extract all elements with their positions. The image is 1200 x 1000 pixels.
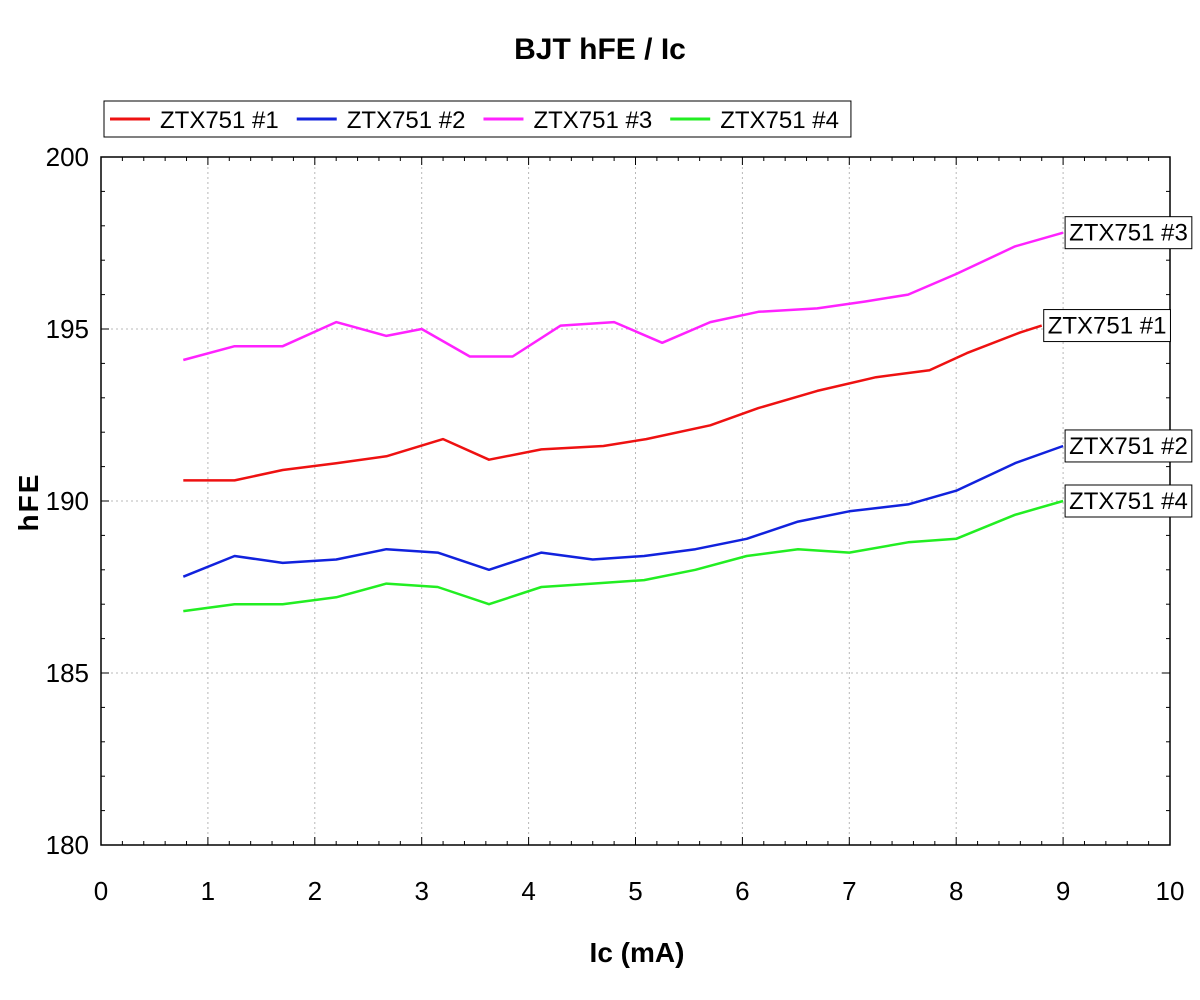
series-end-label-text: ZTX751 #3 — [1069, 220, 1188, 247]
series-line-3 — [182, 231, 1064, 362]
axes — [100, 156, 1171, 846]
series-line-4 — [183, 499, 1064, 613]
series-end-labels: ZTX751 #1 ZTX751 #2 ZTX751 #3 ZTX751 #4 — [1043, 216, 1193, 518]
chart-title: BJT hFE / Ic — [514, 33, 686, 66]
x-axis-label: Ic (mA) — [590, 937, 685, 968]
grid — [101, 157, 1170, 845]
x-tick-label: 5 — [628, 876, 642, 906]
series-end-label-3: ZTX751 #3 — [1064, 216, 1193, 250]
series-end-label-text: ZTX751 #1 — [1048, 313, 1167, 340]
series-end-label-box — [1064, 429, 1193, 463]
y-tick-label: 200 — [46, 142, 89, 172]
series-lines — [182, 231, 1064, 613]
series-end-label-box — [1043, 309, 1171, 343]
y-tick-label: 180 — [46, 830, 89, 860]
x-tick-label: 4 — [521, 876, 535, 906]
series-end-label-box — [1064, 484, 1193, 518]
legend-label-2: ZTX751 #2 — [347, 107, 466, 134]
series-end-label-2: ZTX751 #2 — [1064, 429, 1193, 463]
x-tick-label: 0 — [94, 876, 108, 906]
x-tick-label: 7 — [842, 876, 856, 906]
legend-frame — [103, 100, 852, 138]
series-end-label-text: ZTX751 #4 — [1069, 488, 1188, 515]
x-tick-label: 1 — [201, 876, 215, 906]
y-tick-label: 190 — [46, 486, 89, 516]
x-tick-label: 2 — [308, 876, 322, 906]
legend-label-3: ZTX751 #3 — [533, 107, 652, 134]
x-tick-label: 9 — [1056, 876, 1070, 906]
legend-label-4: ZTX751 #4 — [720, 107, 839, 134]
series-end-label-text: ZTX751 #2 — [1069, 433, 1188, 460]
x-tick-label: 8 — [949, 876, 963, 906]
series-line-1 — [183, 324, 1043, 482]
series-end-label-box — [1064, 216, 1193, 250]
x-tick-label: 3 — [414, 876, 428, 906]
series-line-2 — [182, 444, 1064, 578]
x-tick-label: 10 — [1156, 876, 1185, 906]
series-end-label-4: ZTX751 #4 — [1064, 484, 1193, 518]
legend-box: ZTX751 #1 ZTX751 #2 ZTX751 #3 ZTX751 #4 — [103, 100, 852, 138]
legend-label-1: ZTX751 #1 — [160, 107, 279, 134]
tick-labels: 0 1 2 3 4 5 6 7 8 9 10 180 185 190 195 200 — [46, 142, 1185, 906]
x-tick-label: 6 — [735, 876, 749, 906]
y-tick-label: 185 — [46, 658, 89, 688]
legend: ZTX751 #1 ZTX751 #2 ZTX751 #3 ZTX751 #4 — [103, 100, 852, 138]
y-tick-label: 195 — [46, 314, 89, 344]
series-end-label-1: ZTX751 #1 — [1043, 309, 1171, 343]
y-axis-label: hFE — [13, 473, 44, 532]
